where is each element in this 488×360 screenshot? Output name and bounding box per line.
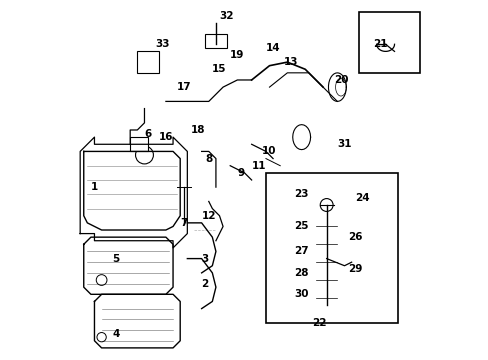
Text: 26: 26: [347, 232, 362, 242]
Text: 18: 18: [190, 125, 205, 135]
Bar: [205, 33, 226, 48]
Text: 8: 8: [205, 154, 212, 163]
Text: 9: 9: [237, 168, 244, 178]
Bar: [130, 137, 148, 152]
Text: 5: 5: [112, 253, 119, 264]
Text: 19: 19: [230, 50, 244, 60]
Text: 1: 1: [91, 182, 98, 192]
Text: 25: 25: [294, 221, 308, 231]
Text: 4: 4: [112, 329, 120, 339]
Text: 13: 13: [283, 57, 298, 67]
Text: 31: 31: [337, 139, 351, 149]
Text: 16: 16: [158, 132, 173, 142]
Text: 24: 24: [354, 193, 369, 203]
Bar: [358, 12, 419, 73]
Text: 27: 27: [294, 247, 308, 256]
Text: 6: 6: [144, 129, 151, 139]
Text: 12: 12: [201, 211, 216, 221]
Text: 2: 2: [201, 279, 208, 289]
Text: 21: 21: [372, 39, 386, 49]
Text: 32: 32: [219, 11, 233, 21]
Text: 11: 11: [251, 161, 265, 171]
Text: 20: 20: [333, 75, 347, 85]
Text: 17: 17: [176, 82, 191, 92]
Bar: [137, 51, 159, 73]
Text: 33: 33: [155, 39, 169, 49]
Text: 23: 23: [294, 189, 308, 199]
Text: 28: 28: [294, 268, 308, 278]
Text: 15: 15: [212, 64, 226, 74]
Text: 14: 14: [265, 43, 280, 53]
Text: 3: 3: [201, 253, 208, 264]
Text: 10: 10: [262, 147, 276, 157]
Text: 7: 7: [180, 218, 187, 228]
Text: 29: 29: [347, 264, 362, 274]
Text: 30: 30: [294, 289, 308, 299]
Bar: [265, 173, 397, 323]
Text: 22: 22: [312, 318, 326, 328]
